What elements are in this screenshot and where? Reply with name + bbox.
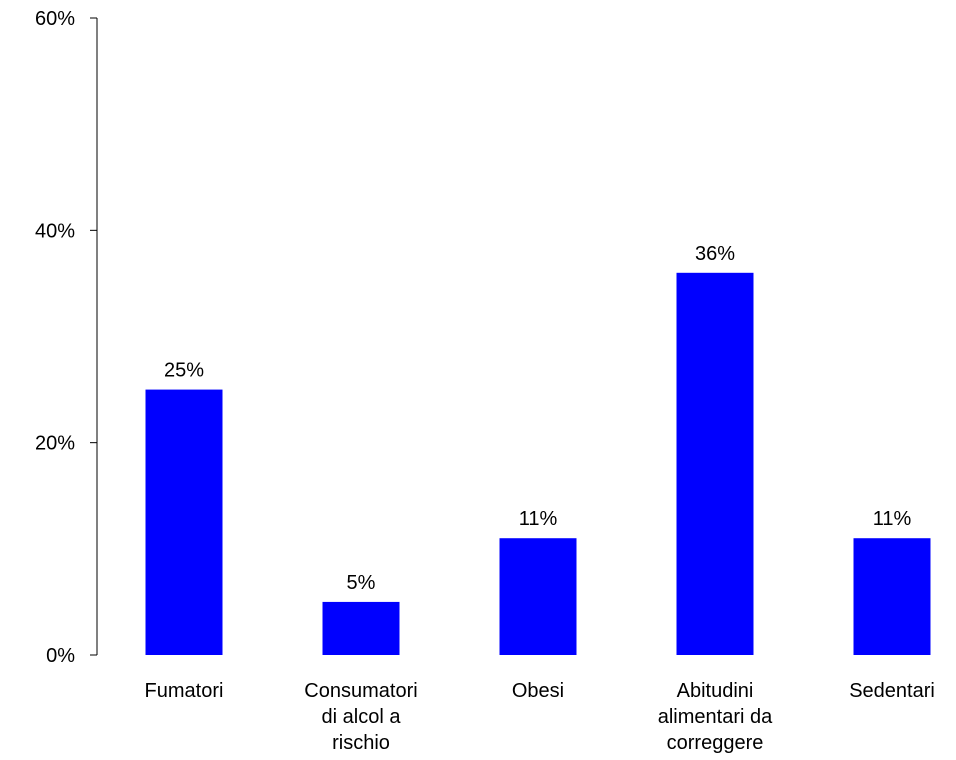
data-label: 11%: [519, 508, 558, 530]
x-tick-label: Abitudini alimentari da correggere: [658, 680, 773, 754]
x-tick-label: Fumatori: [145, 680, 224, 702]
bar: [853, 538, 931, 655]
y-tick-label: 0%: [46, 645, 75, 667]
x-tick-label-line: Abitudini: [677, 680, 754, 702]
bar: [322, 601, 400, 655]
data-label: 25%: [164, 360, 204, 382]
data-label: 11%: [873, 508, 912, 530]
axis-layer: 0% 20% 40% 60%: [35, 8, 98, 667]
bar: [499, 538, 577, 655]
x-tick-label-line: alimentari da: [658, 706, 773, 728]
x-tick-label: Obesi: [512, 680, 564, 702]
y-tick-label: 40%: [35, 220, 75, 242]
data-label: 5%: [347, 572, 376, 594]
data-label: 36%: [695, 243, 735, 265]
x-tick-label-line: correggere: [667, 732, 764, 754]
x-tick-label-line: Consumatori: [304, 680, 417, 702]
y-tick-label: 20%: [35, 433, 75, 455]
x-tick-label: Sedentari: [849, 680, 935, 702]
bar-layer: [145, 272, 931, 655]
x-tick-label-line: Obesi: [512, 680, 564, 702]
x-tick-label-line: rischio: [332, 732, 390, 754]
label-layer: 25% Fumatori 5% Consumatori di alcol a rischi…: [145, 243, 935, 754]
x-tick-label-line: Fumatori: [145, 680, 224, 702]
bar: [145, 389, 223, 655]
y-tick-label: 60%: [35, 8, 75, 30]
x-tick-label-line: Sedentari: [849, 680, 935, 702]
x-tick-label: Consumatori di alcol a rischio: [304, 680, 417, 754]
bar: [676, 272, 754, 655]
x-tick-label-line: di alcol a: [322, 706, 402, 728]
